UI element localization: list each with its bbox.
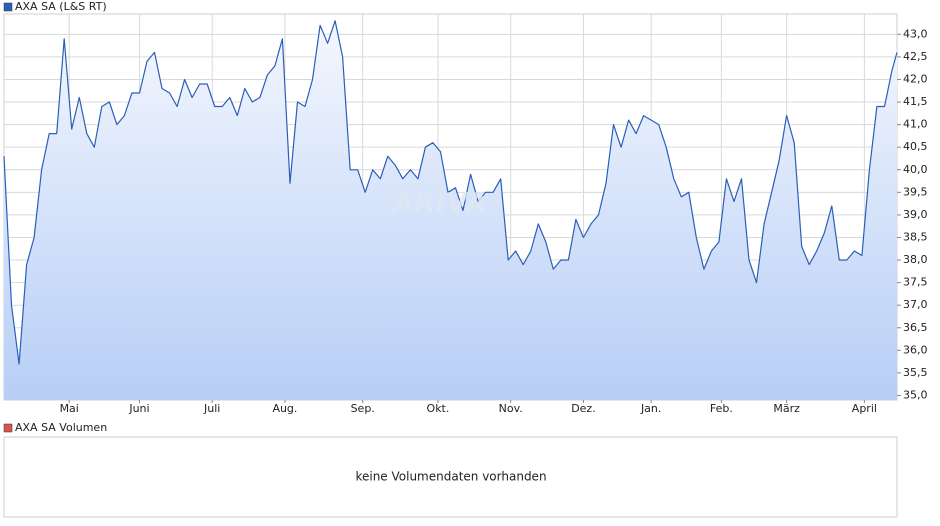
y-tick-label: 41,0 [903,118,928,131]
line [3,20,898,365]
x-tick-label: Nov. [499,402,523,415]
x-tick-label: Feb. [710,402,733,415]
x-tick-label: Sep. [351,402,375,415]
volume-legend-label: AXA SA Volumen [15,421,107,434]
marks [3,20,898,401]
y-tick-label: 36,5 [903,321,928,334]
x-tick-label: Jan. [640,402,661,415]
legend-swatch [3,2,13,12]
labels: 35,0 35,5 36,0 36,5 37,0 37,5 38,0 38,5 39,0 39,5… [60,27,928,415]
y-tick-label: 39,0 [903,208,928,221]
x-tick-label: April [852,402,877,415]
volume-note: keine Volumendaten vorhanden [355,470,546,484]
y-tick-label: 36,0 [903,343,928,356]
y-tick-label: 37,5 [903,276,928,289]
y-tick-label: 39,5 [903,185,928,198]
x-tick-label: Juni [128,402,149,415]
volume-panel [3,436,898,518]
y-tick-label: 38,0 [903,253,928,266]
y-tick-label: 35,0 [903,388,928,401]
volume-legend-swatch [3,423,13,433]
y-tick-label: 40,0 [903,163,928,176]
x-tick-label: Juli [203,402,220,415]
y-tick-label: 41,5 [903,95,928,108]
area [4,20,897,401]
y-tick-label: 43,0 [903,27,928,40]
y-tick-label: 40,5 [903,140,928,153]
y-tick-label: 42,0 [903,72,928,85]
x-tick-label: Dez. [571,402,596,415]
x-tick-label: Okt. [427,402,450,415]
y-tick-label: 35,5 [903,366,928,379]
legend-label: AXA SA (L&S RT) [15,0,107,13]
x-tick-label: Mai [60,402,79,415]
y-tick-label: 42,5 [903,50,928,63]
watermark: ARIVA [390,186,487,219]
x-tick-label: März [773,402,800,415]
x-tick-label: Aug. [272,402,297,415]
y-tick-label: 38,5 [903,230,928,243]
y-tick-label: 37,0 [903,298,928,311]
